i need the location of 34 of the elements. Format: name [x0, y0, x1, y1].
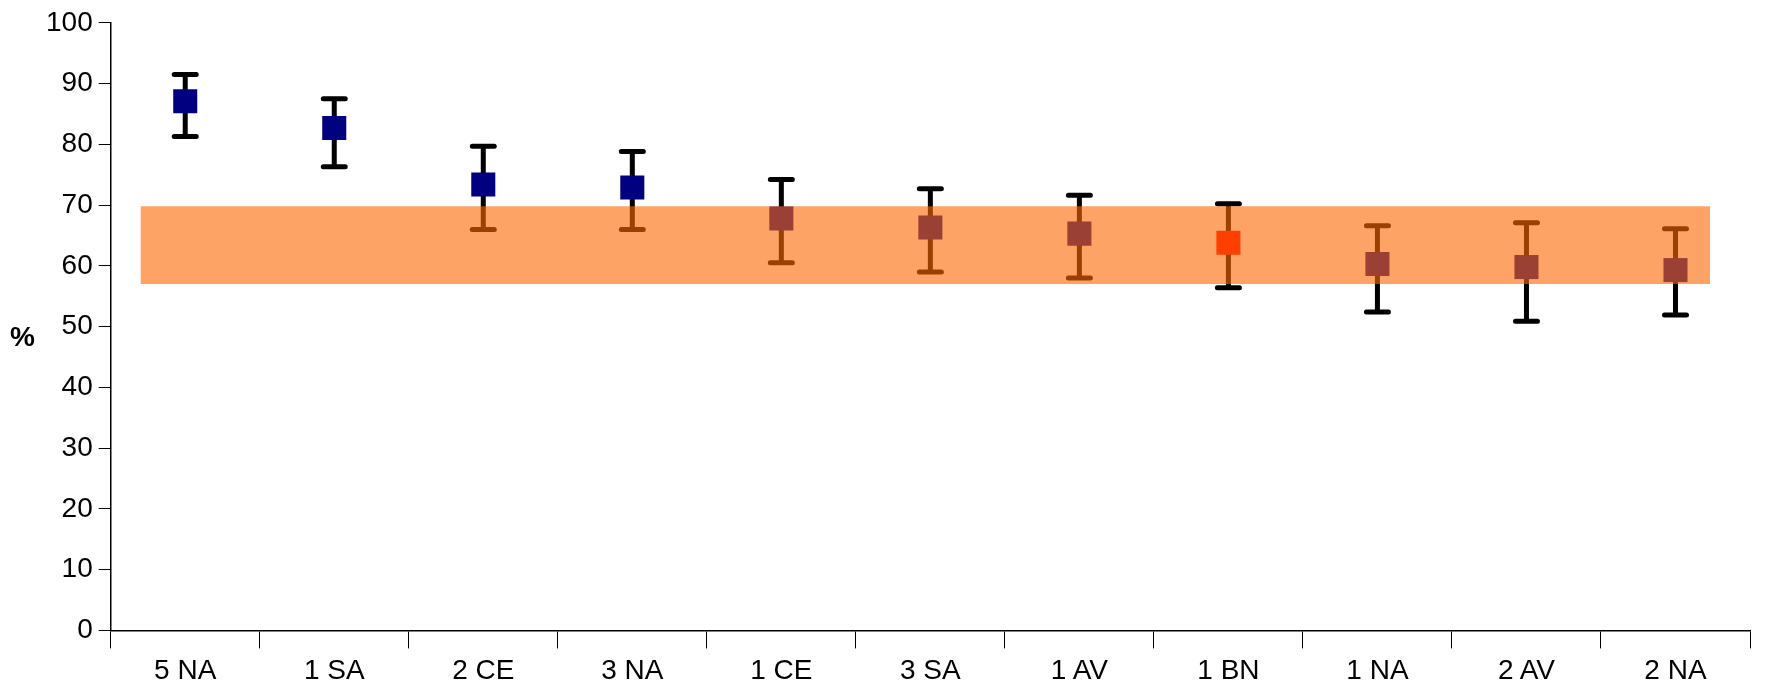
y-tick-label: 70 — [61, 187, 93, 219]
point — [1216, 230, 1241, 255]
y-tick-label: 40 — [61, 370, 93, 402]
y-axis-title: % — [10, 321, 35, 353]
y-tick-label: 80 — [61, 127, 93, 159]
x-tick-label: 5 NA — [154, 653, 217, 685]
x-tick-label: 2 CE — [452, 653, 515, 685]
point — [322, 115, 347, 140]
x-tick-label: 1 CE — [750, 653, 813, 685]
x-tick-label: 2 AV — [1497, 653, 1556, 685]
point — [1067, 221, 1092, 246]
point — [1514, 255, 1539, 280]
x-tick-label: 1 NA — [1346, 653, 1409, 685]
point — [918, 215, 943, 240]
point — [769, 206, 794, 231]
y-tick-label: 90 — [61, 66, 93, 98]
point — [620, 175, 645, 200]
x-tick-label: 1 BN — [1197, 653, 1260, 685]
x-tick-label: 1 AV — [1050, 653, 1109, 685]
x-tick-label: 1 SA — [303, 653, 365, 685]
y-tick-label: 10 — [61, 552, 93, 584]
point — [1365, 252, 1390, 277]
point — [173, 89, 198, 114]
x-tick-label: 2 NA — [1644, 653, 1707, 685]
y-tick-label: 20 — [61, 491, 93, 523]
x-tick-label: 3 SA — [900, 653, 962, 685]
y-tick-label: 100 — [46, 5, 93, 37]
y-tick-label: 30 — [61, 430, 93, 462]
point — [1663, 258, 1688, 283]
x-tick-label: 3 NA — [601, 653, 664, 685]
y-tick-label: 50 — [61, 309, 93, 341]
y-tick-label: 60 — [61, 248, 93, 280]
point — [471, 172, 496, 197]
y-tick-label: 0 — [77, 613, 93, 645]
